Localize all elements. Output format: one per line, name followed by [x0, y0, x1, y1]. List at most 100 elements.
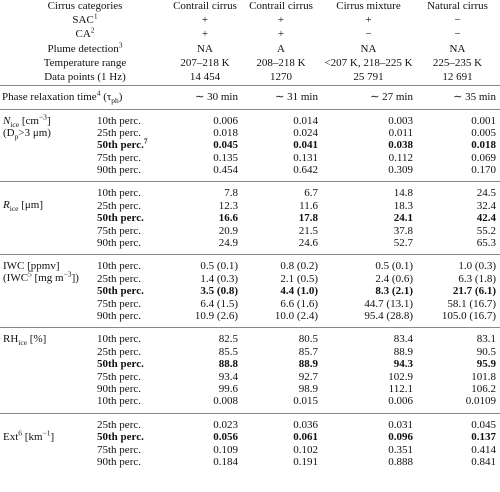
data-row: 50th perc.7 0.045 0.041 0.038 0.018 — [0, 137, 500, 152]
percentile: 10th perc. — [95, 182, 170, 200]
header-cell: + — [365, 14, 372, 27]
section: IWC [ppmv] (IWC5 [mg m−3]) 10th perc. 0.5 (… — [0, 254, 500, 328]
label-line: Rice [μm] — [3, 199, 93, 212]
label-part: [mg m — [31, 272, 64, 285]
value: 24.1 — [393, 212, 413, 225]
label-part: 50th perc. — [97, 212, 144, 225]
label-part: R — [3, 199, 10, 212]
label-part: p — [14, 131, 19, 141]
percentile: 10th perc. — [95, 109, 170, 127]
value: 17.8 — [298, 212, 318, 225]
value: 0.018 — [471, 139, 496, 152]
label-part: −3 — [63, 269, 72, 279]
value: 21.7 (6.1) — [452, 285, 496, 298]
row-label: Plume detection3 — [0, 39, 170, 57]
label-part: SAC — [72, 14, 94, 27]
value: 95.9 — [476, 358, 496, 371]
header-cell: Natural cirrus — [427, 0, 488, 12]
header-cell: + — [277, 14, 285, 27]
value: 88.9 — [393, 345, 413, 358]
label-line: (IWC5 [mg m−3]) — [3, 269, 93, 285]
data-row: 25th perc. 1.4 (0.3) 2.1 (0.5) 2.4 (0.6) 6.3… — [0, 273, 500, 285]
value: 0.131 — [293, 151, 318, 164]
value: 0.112 — [388, 151, 413, 164]
section-label: RHice [%] — [0, 328, 95, 413]
label-part: 5 — [28, 269, 32, 279]
percentile: 90th perc. — [95, 310, 170, 328]
header-cell: − — [365, 28, 372, 41]
label-part: 25th perc. — [97, 345, 141, 358]
value: 0.170 — [471, 164, 496, 177]
percentile: 50th perc. — [95, 358, 170, 370]
section-label: Rice [μm] — [0, 182, 95, 255]
label-part: Cirrus categories — [47, 0, 123, 12]
row-label: Data points (1 Hz) — [0, 71, 170, 86]
header-cell: Contrail cirrus — [249, 0, 313, 12]
value: 0.061 — [293, 431, 318, 444]
value: 0.5 (0.1) — [375, 260, 413, 273]
value: 88.9 — [298, 358, 318, 371]
data-row: 75th perc. 20.9 21.5 37.8 55.2 — [0, 225, 500, 237]
value: 95.4 (28.8) — [364, 309, 413, 322]
percentile: 75th perc. — [95, 298, 170, 310]
header-row: CA2 + + − − — [0, 26, 500, 42]
value: 1.4 (0.3) — [200, 272, 238, 285]
value: 0.8 (0.2) — [280, 260, 318, 273]
data-row: 90th perc. 10.9 (2.6) 10.0 (2.4) 95.4 (28.8… — [0, 310, 500, 328]
header-cell: <207 K, 218–225 K — [324, 56, 413, 69]
value: 80.5 — [298, 333, 318, 346]
label-part: CA — [75, 28, 91, 41]
value: 98.9 — [298, 382, 318, 395]
value: 106.2 — [471, 382, 496, 395]
percentile: 90th perc. — [95, 456, 170, 473]
label-part: 75th perc. — [97, 297, 141, 310]
value: 6.4 (1.5) — [200, 297, 238, 310]
percentile: 25th perc. — [95, 127, 170, 139]
value: 83.4 — [393, 333, 413, 346]
value: 10.9 (2.6) — [194, 309, 238, 322]
value: 0.041 — [293, 139, 318, 152]
label-part: 3 — [118, 39, 123, 49]
data-row: 25th perc. 85.5 85.7 88.9 90.5 — [0, 346, 500, 358]
phase-cell: ∼ 35 min — [453, 91, 496, 104]
header-block: Cirrus categories Contrail cirrus Contrail… — [0, 0, 500, 86]
percentile: 25th perc. — [95, 346, 170, 358]
value: 0.023 — [213, 418, 238, 431]
value: 14.8 — [393, 187, 413, 200]
label-part: [km — [22, 430, 43, 443]
value: 0.015 — [293, 395, 318, 408]
value: 21.5 — [298, 224, 318, 237]
section-label: Ext6 [km−1] — [0, 413, 95, 473]
percentile: 75th perc. — [95, 371, 170, 383]
label-part: [%] — [27, 333, 47, 346]
percentile: 75th perc. — [95, 152, 170, 164]
label-part: N — [3, 114, 11, 127]
label-part: (D — [3, 126, 15, 139]
data-row: 75th perc. 0.109 0.102 0.351 0.414 — [0, 444, 500, 456]
label-part: Plume detection — [47, 42, 119, 55]
header-cell: NA — [197, 42, 213, 55]
value: 0.137 — [471, 431, 496, 444]
label-part: 50th perc. — [97, 139, 144, 152]
label-part: ] — [46, 114, 51, 127]
percentile: 10th perc. — [95, 328, 170, 346]
data-row: 50th perc. 16.6 17.8 24.1 42.4 — [0, 212, 500, 224]
label-part: 90th perc. — [97, 237, 141, 250]
value: 42.4 — [476, 212, 496, 225]
label-part: Data points (1 Hz) — [44, 70, 126, 83]
header-cell: 1270 — [270, 70, 292, 83]
label-part: 75th perc. — [97, 224, 141, 237]
percentile: 25th perc. — [95, 413, 170, 431]
value: 0.014 — [293, 114, 318, 127]
data-row: 90th perc. 0.184 0.191 0.888 0.841 — [0, 456, 500, 473]
value: 88.8 — [218, 358, 238, 371]
label-part: 75th perc. — [97, 151, 141, 164]
header-cell: 25 791 — [353, 70, 384, 83]
value: 0.309 — [388, 164, 413, 177]
label-line: RHice [%] — [3, 333, 93, 346]
header-cell: − — [454, 28, 461, 41]
section: Nice [cm−3] (Dp>3 μm) 10th perc. 0.006 0.014… — [0, 109, 500, 182]
value: 0.008 — [213, 395, 238, 408]
value: 0.036 — [293, 418, 318, 431]
label-part: 90th perc. — [97, 455, 141, 468]
